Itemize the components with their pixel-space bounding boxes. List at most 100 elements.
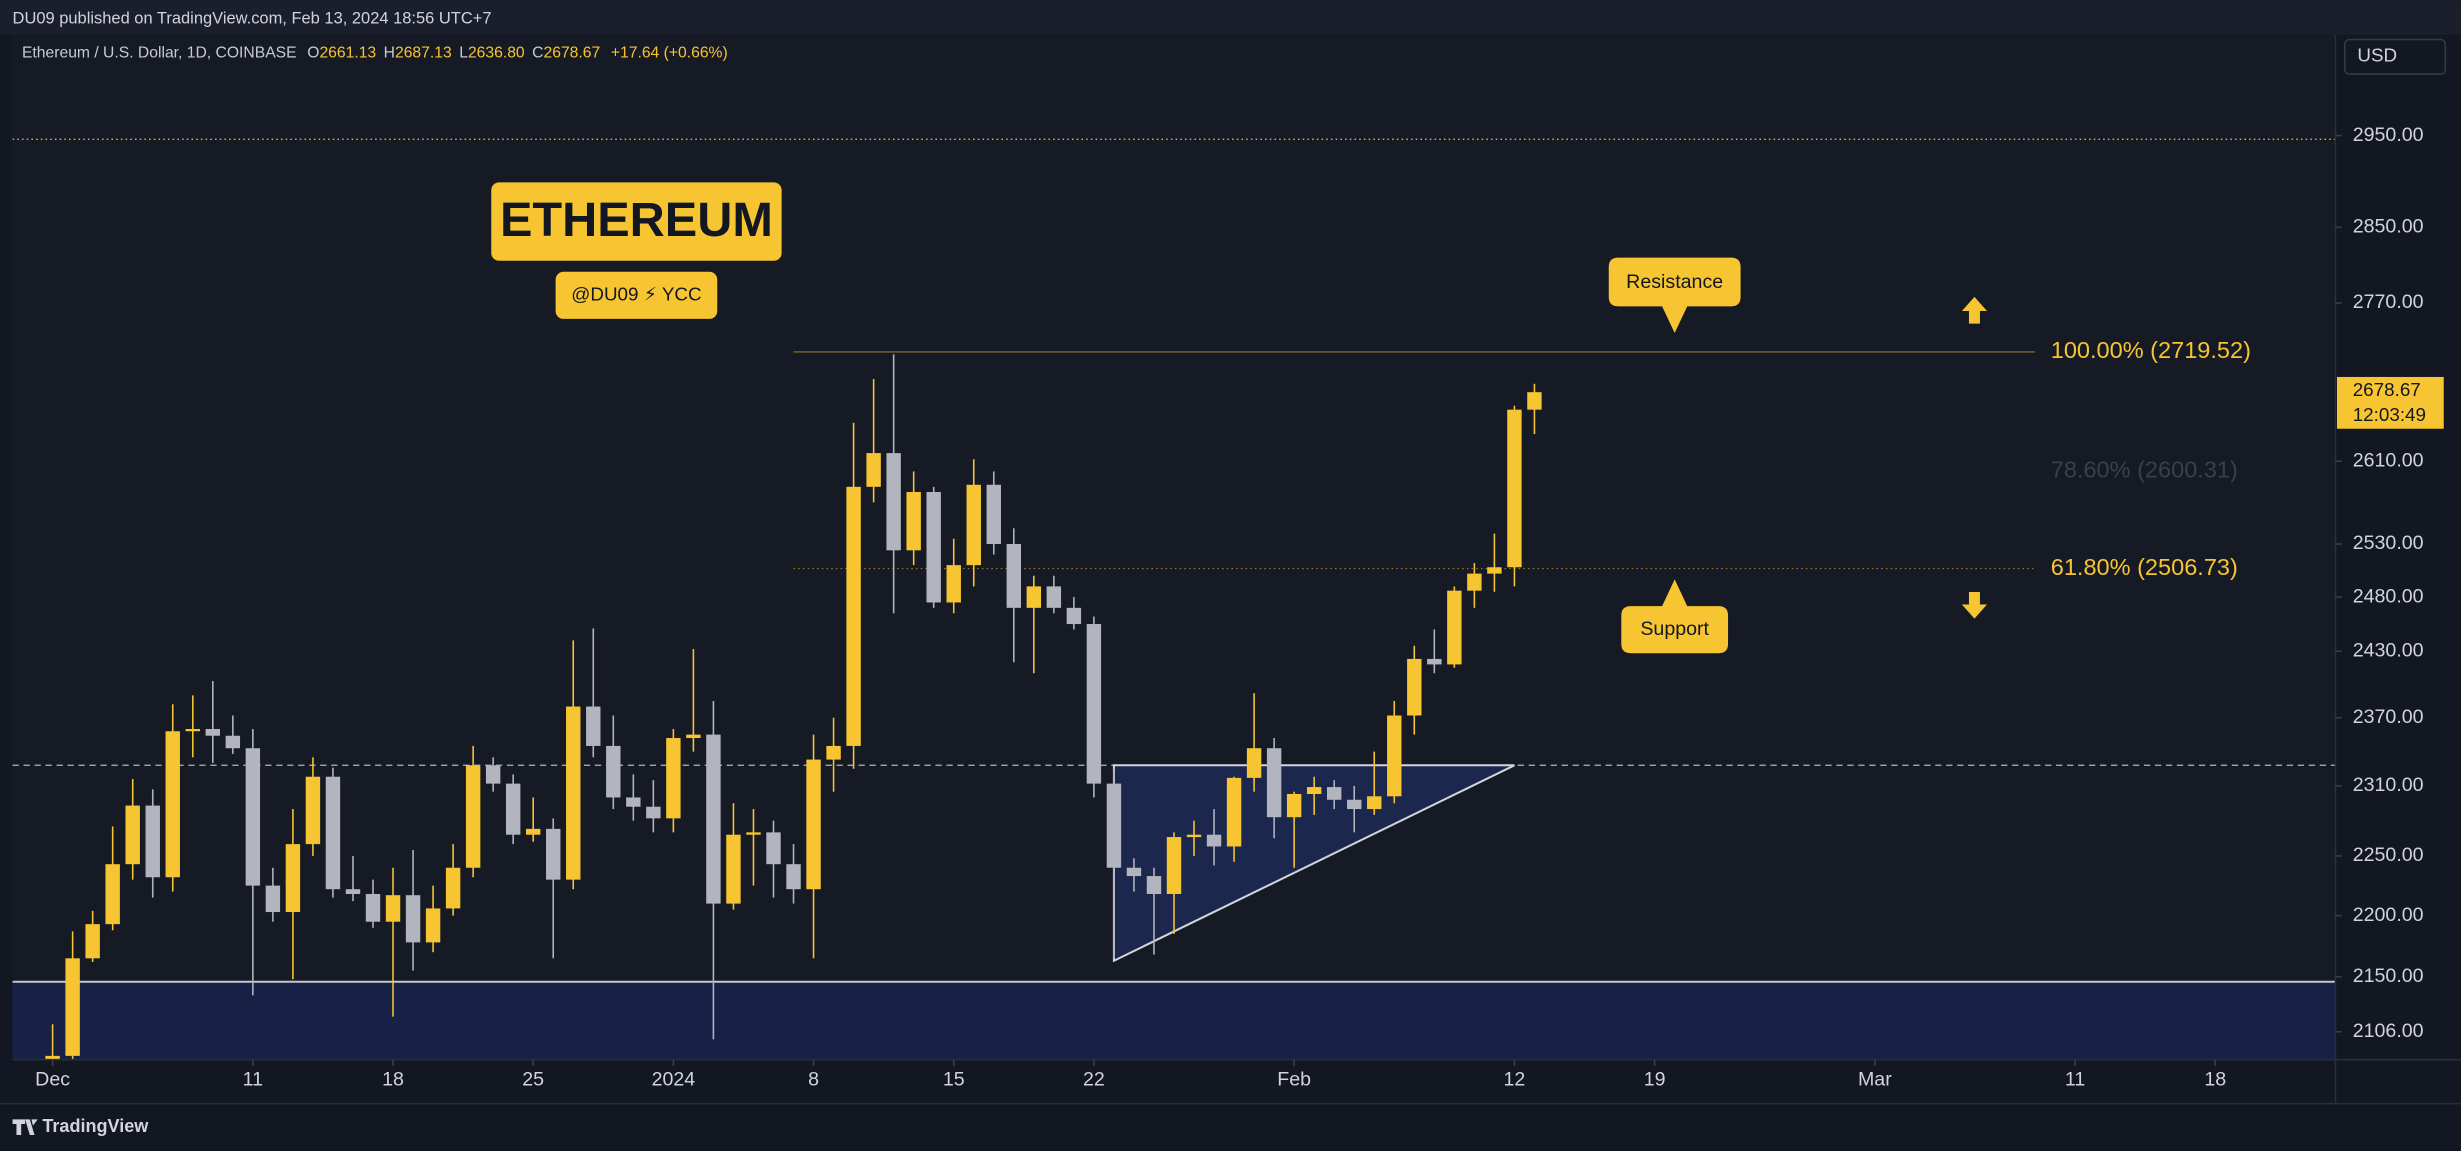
resistance-callout: Resistance — [1608, 257, 1741, 334]
candle-body — [726, 834, 741, 904]
x-tick-label: 8 — [808, 1068, 819, 1090]
candle-body — [1427, 658, 1442, 665]
candle-body — [786, 864, 801, 890]
plot — [12, 138, 2336, 1060]
y-tick-label: 2106.00 — [2353, 1020, 2424, 1042]
candle-body — [1186, 834, 1202, 838]
candle-body — [846, 486, 861, 746]
published-note: DU09 published on TradingView.com, Feb 1… — [13, 9, 492, 27]
candle-body — [265, 885, 281, 913]
candle-body — [105, 864, 120, 925]
legend-key: C — [532, 45, 543, 62]
legend-key: O — [307, 45, 319, 62]
x-tick-label: 18 — [2204, 1068, 2226, 1090]
candle-body — [986, 484, 1001, 545]
candle-body — [285, 844, 301, 913]
candle-body — [385, 895, 401, 922]
candle-body — [485, 765, 501, 784]
candle-body — [225, 735, 241, 749]
legend-key: H — [384, 45, 395, 62]
candle-body — [125, 805, 140, 865]
candle-body — [966, 484, 981, 566]
title-badge: ETHEREUM @DU09 ⚡ YCC — [491, 182, 782, 319]
candle-body — [465, 765, 481, 868]
x-tick-label: 22 — [1083, 1068, 1105, 1090]
candle-body — [1066, 607, 1082, 625]
candle-body — [686, 734, 701, 739]
candle-body — [325, 776, 341, 890]
candle-body — [405, 895, 421, 943]
candle-body — [1046, 586, 1062, 608]
candle-body — [145, 805, 160, 878]
y-tick-label: 2770.00 — [2353, 291, 2424, 313]
candle-body — [525, 828, 541, 835]
candle-body — [165, 731, 180, 878]
legend-key: L — [459, 45, 468, 62]
top-bar — [0, 0, 2461, 35]
candle-body — [1507, 409, 1522, 568]
y-tick-label: 2150.00 — [2353, 965, 2424, 987]
candle-body — [205, 728, 221, 736]
candle-body — [926, 491, 941, 603]
fib-label: 61.80% (2506.73) — [2051, 554, 2238, 580]
logo — [12, 1119, 38, 1136]
callout-text: Resistance — [1626, 271, 1723, 293]
y-tick-label: 2530.00 — [2353, 532, 2424, 554]
candle-body — [1467, 573, 1482, 591]
badge — [555, 271, 718, 319]
symbol: Ethereum / U.S. Dollar, 1D, COINBASE — [22, 45, 297, 62]
y-tick-label: 2430.00 — [2353, 639, 2424, 661]
callout — [1608, 257, 1741, 334]
badge — [491, 182, 782, 261]
y-tick-label: 2950.00 — [2353, 124, 2424, 146]
x-tick-label: 11 — [2065, 1068, 2085, 1090]
candle-body — [245, 748, 261, 886]
x-tick-label: 18 — [382, 1068, 404, 1090]
candle-body — [866, 453, 881, 487]
legend-value: 2636.80 — [468, 45, 525, 62]
candle-body — [1407, 658, 1422, 716]
y-tick-label: 2200.00 — [2353, 904, 2424, 926]
x-tick-label: Dec — [35, 1068, 70, 1090]
badge-author: @DU09 ⚡ YCC — [571, 283, 701, 304]
candle-body — [886, 453, 901, 551]
candle-body — [706, 734, 721, 904]
x-tick-label: 25 — [522, 1068, 544, 1090]
candle-body — [766, 832, 781, 865]
candle-body — [1166, 837, 1182, 894]
axes: 2106.00 2150.00 2200.00 2250.00 2310.00 2370.… — [35, 124, 2424, 1090]
candle-body — [1447, 590, 1462, 665]
candle-body — [946, 565, 961, 603]
x-tick-label: Feb — [1277, 1068, 1311, 1090]
support-callout: Support — [1621, 579, 1729, 654]
candle-body — [566, 706, 581, 880]
candle-body — [1206, 834, 1222, 847]
candle-body — [1006, 544, 1022, 608]
y-tick-label: 2850.00 — [2353, 216, 2424, 238]
candle-body — [1226, 777, 1242, 847]
candle-body — [1367, 796, 1382, 810]
candle-body — [826, 745, 841, 760]
legend-value: 2678.67 — [544, 45, 601, 62]
candle-body — [305, 776, 321, 845]
candle-body — [1286, 793, 1302, 818]
fib-label: 100.00% (2719.52) — [2051, 337, 2251, 363]
currency-button[interactable] — [2344, 38, 2447, 75]
candle-body — [906, 491, 921, 551]
candle-body — [806, 759, 821, 890]
x-tick-label: 2024 — [652, 1068, 696, 1090]
x-tick-label: 11 — [243, 1068, 263, 1090]
candle-body — [1347, 799, 1362, 810]
candle-body — [1106, 783, 1122, 868]
candle-body — [666, 738, 681, 819]
support-zone — [12, 981, 2336, 1060]
last-price: 2678.67 — [2353, 379, 2421, 400]
legend-value: 2661.13 — [319, 45, 376, 62]
candle-body — [1387, 715, 1402, 797]
currency[interactable]: USD — [2357, 45, 2397, 66]
footer-brand[interactable]: TradingView — [42, 1116, 149, 1136]
y-tick-label: 2610.00 — [2353, 449, 2424, 471]
candle-body — [1306, 787, 1322, 794]
last-price-box — [2337, 376, 2444, 429]
